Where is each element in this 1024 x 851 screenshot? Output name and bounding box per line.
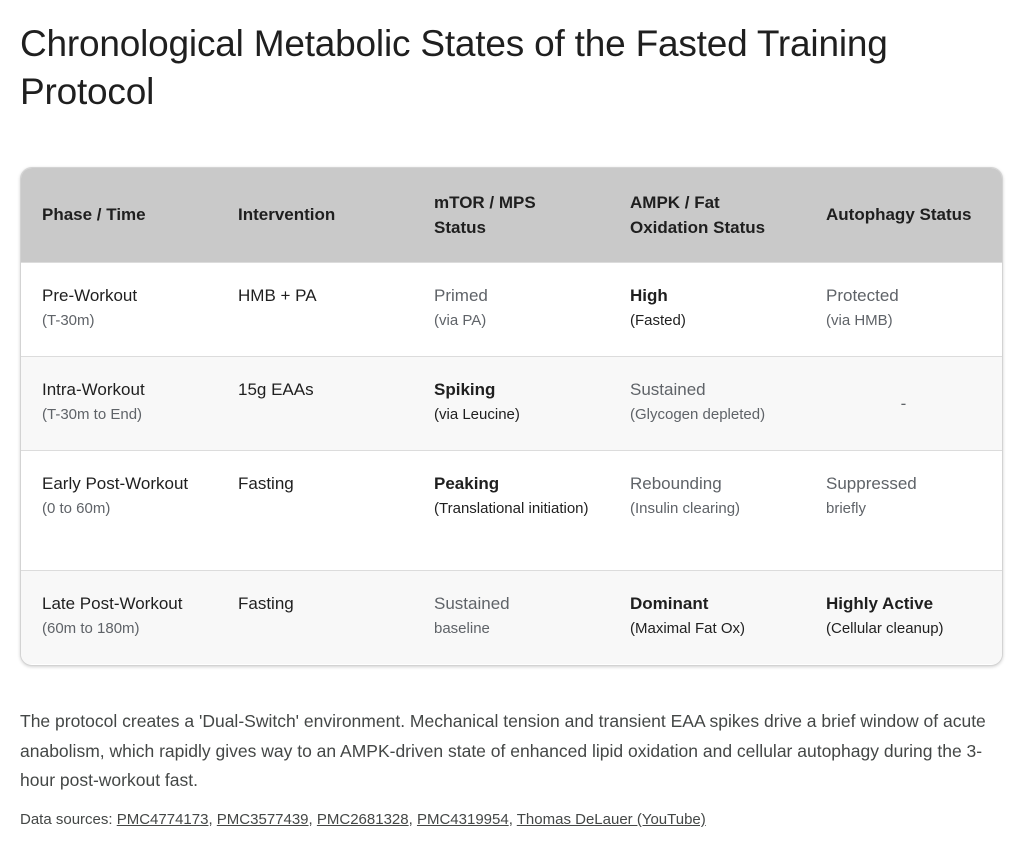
source-link-thomas-delauer-youtube[interactable]: Thomas DeLauer (YouTube) <box>516 811 706 828</box>
autophagy-note: (via HMB) <box>826 311 893 329</box>
page-title: Chronological Metabolic States of the Fa… <box>20 23 888 112</box>
autophagy-status: Protected <box>826 285 899 305</box>
mtor-note: baseline <box>434 619 490 637</box>
ampk-note: (Maximal Fat Ox) <box>630 619 746 637</box>
column-header-mtor: mTOR / MPS Status <box>434 192 536 237</box>
column-header-phase: Phase / Time <box>42 205 146 225</box>
table-header-row: Phase / Time Intervention mTOR / MPS Sta… <box>21 168 1002 262</box>
column-header-ampk: AMPK / Fat Oxidation Status <box>630 192 766 237</box>
intervention-cell: HMB + PA <box>217 261 413 356</box>
ampk-cell: High (Fasted) <box>609 261 805 356</box>
sources-label: Data sources: <box>20 811 113 828</box>
data-table: Phase / Time Intervention mTOR / MPS Sta… <box>21 168 1002 664</box>
phase-name: Pre-Workout <box>42 285 138 305</box>
mtor-note: (Translational initiation) <box>434 499 589 517</box>
source-separator: , <box>408 811 417 828</box>
ampk-cell: Rebounding (Insulin clearing) <box>609 449 805 570</box>
autophagy-status: - <box>900 393 907 413</box>
ampk-note: (Fasted) <box>630 311 686 329</box>
phase-cell: Early Post-Workout (0 to 60m) <box>21 449 217 570</box>
autophagy-cell: Suppressed briefly <box>805 449 1002 570</box>
intervention-cell: Fasting <box>217 569 413 664</box>
source-link-pmc4774173[interactable]: PMC4774173 <box>116 811 209 828</box>
ampk-cell: Dominant (Maximal Fat Ox) <box>609 569 805 664</box>
table-row: Pre-Workout (T-30m) HMB + PA Primed (via… <box>21 261 1002 356</box>
phase-name: Early Post-Workout <box>42 473 189 493</box>
source-separator: , <box>208 811 217 828</box>
ampk-status: High <box>630 285 668 305</box>
ampk-cell: Sustained (Glycogen depleted) <box>609 355 805 450</box>
metabolic-states-table: Phase / Time Intervention mTOR / MPS Sta… <box>20 167 1003 666</box>
autophagy-cell: - <box>805 355 1002 450</box>
phase-cell: Intra-Workout (T-30m to End) <box>21 355 217 450</box>
intervention-cell: Fasting <box>217 449 413 570</box>
phase-name: Late Post-Workout <box>42 593 183 613</box>
source-separator: , <box>308 811 317 828</box>
phase-time: (T-30m) <box>42 311 95 329</box>
phase-cell: Late Post-Workout (60m to 180m) <box>21 569 217 664</box>
mtor-status: Sustained <box>434 593 510 613</box>
ampk-status: Rebounding <box>630 473 722 493</box>
mtor-cell: Peaking (Translational initiation) <box>413 449 609 570</box>
table-row: Early Post-Workout (0 to 60m) Fasting Pe… <box>21 449 1002 570</box>
phase-time: (60m to 180m) <box>42 619 140 637</box>
mtor-status: Peaking <box>434 473 500 493</box>
phase-cell: Pre-Workout (T-30m) <box>21 261 217 356</box>
autophagy-note: briefly <box>826 499 867 517</box>
ampk-status: Dominant <box>630 593 709 613</box>
source-link-pmc4319954[interactable]: PMC4319954 <box>416 811 509 828</box>
autophagy-status: Suppressed <box>826 473 917 493</box>
column-header-intervention: Intervention <box>238 205 336 225</box>
intervention-value: Fasting <box>238 593 294 613</box>
mtor-cell: Sustained baseline <box>413 569 609 664</box>
phase-time: (T-30m to End) <box>42 405 143 423</box>
ampk-status: Sustained <box>630 379 706 399</box>
intervention-value: Fasting <box>238 473 294 493</box>
data-sources: Data sources: PMC4774173, PMC3577439, PM… <box>20 809 1000 831</box>
mtor-status: Spiking <box>434 379 496 399</box>
mtor-status: Primed <box>434 285 488 305</box>
mtor-cell: Primed (via PA) <box>413 261 609 356</box>
autophagy-cell: Highly Active (Cellular cleanup) <box>805 569 1002 664</box>
intervention-value: HMB + PA <box>238 285 317 305</box>
mtor-note: (via Leucine) <box>434 405 520 423</box>
table-row: Late Post-Workout (60m to 180m) Fasting … <box>21 569 1002 664</box>
intervention-value: 15g EAAs <box>238 379 314 399</box>
column-header-autophagy: Autophagy Status <box>826 205 972 225</box>
ampk-note: (Insulin clearing) <box>630 499 741 517</box>
phase-name: Intra-Workout <box>42 379 145 399</box>
autophagy-note: (Cellular cleanup) <box>826 619 944 637</box>
source-separator: , <box>508 811 517 828</box>
summary-paragraph: The protocol creates a 'Dual-Switch' env… <box>20 711 986 790</box>
source-link-pmc3577439[interactable]: PMC3577439 <box>216 811 309 828</box>
mtor-cell: Spiking (via Leucine) <box>413 355 609 450</box>
autophagy-status: Highly Active <box>826 593 934 613</box>
table-row: Intra-Workout (T-30m to End) 15g EAAs Sp… <box>21 355 1002 450</box>
intervention-cell: 15g EAAs <box>217 355 413 450</box>
source-link-pmc2681328[interactable]: PMC2681328 <box>316 811 409 828</box>
phase-time: (0 to 60m) <box>42 499 111 517</box>
autophagy-cell: Protected (via HMB) <box>805 261 1002 356</box>
ampk-note: (Glycogen depleted) <box>630 405 766 423</box>
mtor-note: (via PA) <box>434 311 487 329</box>
